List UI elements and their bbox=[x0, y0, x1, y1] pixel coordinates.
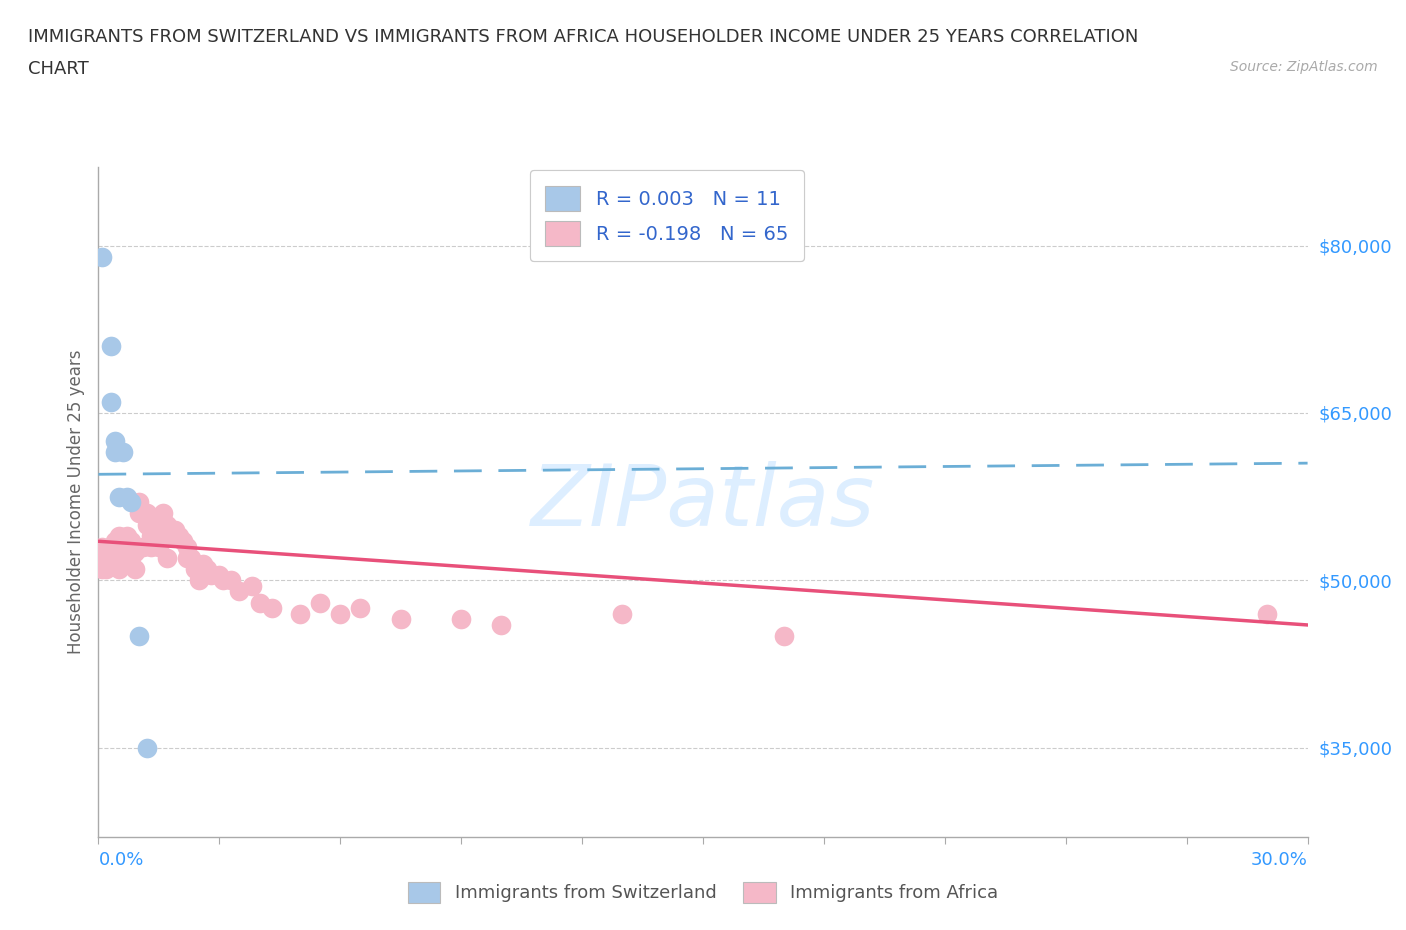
Point bbox=[212, 573, 235, 588]
Point bbox=[195, 562, 218, 577]
Point bbox=[167, 528, 190, 543]
Point bbox=[107, 539, 129, 554]
Point bbox=[180, 551, 202, 565]
Point bbox=[91, 249, 114, 264]
Point bbox=[96, 545, 118, 560]
Point bbox=[96, 562, 118, 577]
Point bbox=[100, 551, 122, 565]
Point bbox=[329, 606, 352, 621]
Point bbox=[135, 517, 157, 532]
Point bbox=[115, 551, 138, 565]
Point bbox=[103, 534, 125, 549]
Point bbox=[200, 567, 222, 582]
Point bbox=[111, 551, 134, 565]
Text: IMMIGRANTS FROM SWITZERLAND VS IMMIGRANTS FROM AFRICA HOUSEHOLDER INCOME UNDER 2: IMMIGRANTS FROM SWITZERLAND VS IMMIGRANT… bbox=[28, 28, 1139, 46]
Point bbox=[309, 595, 332, 610]
Point bbox=[128, 495, 150, 510]
Point bbox=[107, 528, 129, 543]
Point bbox=[176, 551, 198, 565]
Point bbox=[349, 601, 371, 616]
Point bbox=[249, 595, 271, 610]
Point bbox=[135, 506, 157, 521]
Point bbox=[208, 567, 231, 582]
Point bbox=[115, 489, 138, 504]
Text: Source: ZipAtlas.com: Source: ZipAtlas.com bbox=[1230, 60, 1378, 74]
Point bbox=[491, 618, 513, 632]
Point bbox=[111, 539, 134, 554]
Point bbox=[152, 506, 174, 521]
Point bbox=[124, 545, 146, 560]
Point bbox=[450, 612, 472, 627]
Point bbox=[612, 606, 634, 621]
Text: CHART: CHART bbox=[28, 60, 89, 78]
Y-axis label: Householder Income Under 25 years: Householder Income Under 25 years bbox=[66, 350, 84, 655]
Point bbox=[124, 562, 146, 577]
Point bbox=[240, 578, 263, 593]
Text: 0.0%: 0.0% bbox=[98, 851, 143, 870]
Point bbox=[172, 534, 194, 549]
Point bbox=[100, 394, 122, 409]
Point bbox=[772, 629, 794, 644]
Point bbox=[163, 523, 186, 538]
Legend: R = 0.003   N = 11, R = -0.198   N = 65: R = 0.003 N = 11, R = -0.198 N = 65 bbox=[530, 170, 804, 261]
Point bbox=[139, 539, 162, 554]
Point bbox=[91, 562, 114, 577]
Point bbox=[156, 551, 179, 565]
Point bbox=[160, 528, 183, 543]
Point bbox=[91, 539, 114, 554]
Point bbox=[139, 528, 162, 543]
Point bbox=[143, 517, 166, 532]
Point bbox=[103, 445, 125, 459]
Point bbox=[91, 551, 114, 565]
Point bbox=[389, 612, 412, 627]
Point bbox=[135, 740, 157, 755]
Point bbox=[107, 551, 129, 565]
Point bbox=[128, 506, 150, 521]
Point bbox=[228, 584, 250, 599]
Point bbox=[260, 601, 283, 616]
Point bbox=[120, 495, 142, 510]
Point bbox=[103, 551, 125, 565]
Point bbox=[100, 556, 122, 571]
Point bbox=[176, 539, 198, 554]
Point bbox=[1256, 606, 1278, 621]
Point bbox=[132, 539, 155, 554]
Point bbox=[148, 539, 170, 554]
Point bbox=[120, 534, 142, 549]
Text: ZIPatlas: ZIPatlas bbox=[531, 460, 875, 544]
Text: 30.0%: 30.0% bbox=[1251, 851, 1308, 870]
Point bbox=[115, 539, 138, 554]
Point bbox=[120, 551, 142, 565]
Point bbox=[128, 629, 150, 644]
Point bbox=[184, 562, 207, 577]
Point bbox=[115, 528, 138, 543]
Point bbox=[111, 445, 134, 459]
Point bbox=[103, 433, 125, 448]
Point bbox=[148, 528, 170, 543]
Legend: Immigrants from Switzerland, Immigrants from Africa: Immigrants from Switzerland, Immigrants … bbox=[398, 872, 1008, 911]
Point bbox=[188, 573, 211, 588]
Point bbox=[107, 562, 129, 577]
Point bbox=[100, 539, 122, 554]
Point bbox=[156, 517, 179, 532]
Point bbox=[100, 339, 122, 353]
Point bbox=[107, 489, 129, 504]
Point bbox=[288, 606, 311, 621]
Point bbox=[221, 573, 243, 588]
Point bbox=[193, 556, 215, 571]
